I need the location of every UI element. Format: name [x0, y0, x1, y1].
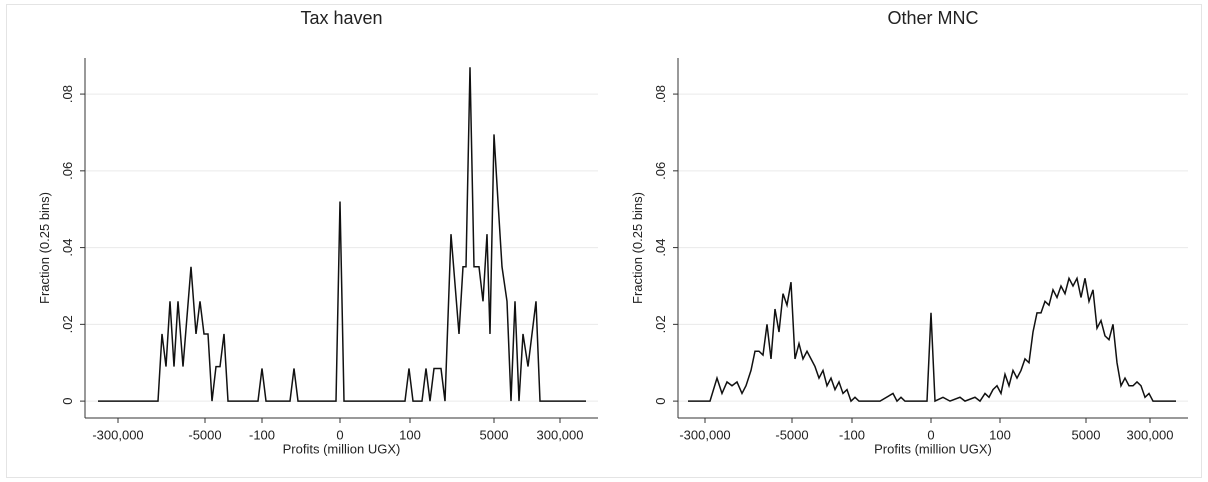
- data-line: [98, 67, 586, 402]
- x-tick-label: -5000: [188, 427, 221, 442]
- y-tick-label: .02: [653, 315, 668, 333]
- x-tick-label: 300,000: [537, 427, 584, 442]
- x-tick-label: 100: [399, 427, 421, 442]
- x-tick-label: -100: [249, 427, 275, 442]
- y-axis-label: Fraction (0.25 bins): [630, 192, 645, 304]
- x-axis-label: Profits (million UGX): [874, 441, 992, 456]
- x-tick-label: 100: [989, 427, 1011, 442]
- x-axis-label: Profits (million UGX): [283, 441, 401, 456]
- x-tick-label: -5000: [775, 427, 808, 442]
- chart-title: Tax haven: [300, 8, 382, 28]
- chart-title: Other MNC: [887, 8, 978, 28]
- x-tick-label: -300,000: [679, 427, 730, 442]
- x-tick-label: 5000: [480, 427, 509, 442]
- y-tick-label: 0: [60, 397, 75, 404]
- y-tick-label: .08: [60, 85, 75, 103]
- y-tick-label: 0: [653, 397, 668, 404]
- x-tick-label: -300,000: [92, 427, 143, 442]
- y-tick-label: .06: [653, 162, 668, 180]
- y-tick-label: .04: [653, 239, 668, 257]
- y-tick-label: .08: [653, 85, 668, 103]
- y-tick-label: .06: [60, 162, 75, 180]
- x-tick-label: 0: [336, 427, 343, 442]
- x-tick-label: 5000: [1072, 427, 1101, 442]
- x-tick-label: 300,000: [1127, 427, 1174, 442]
- y-tick-label: .04: [60, 239, 75, 257]
- y-axis-label: Fraction (0.25 bins): [37, 192, 52, 304]
- data-line: [688, 276, 1176, 403]
- x-tick-label: 0: [927, 427, 934, 442]
- figure-frame: [6, 4, 1202, 478]
- y-tick-label: .02: [60, 315, 75, 333]
- x-tick-label: -100: [839, 427, 865, 442]
